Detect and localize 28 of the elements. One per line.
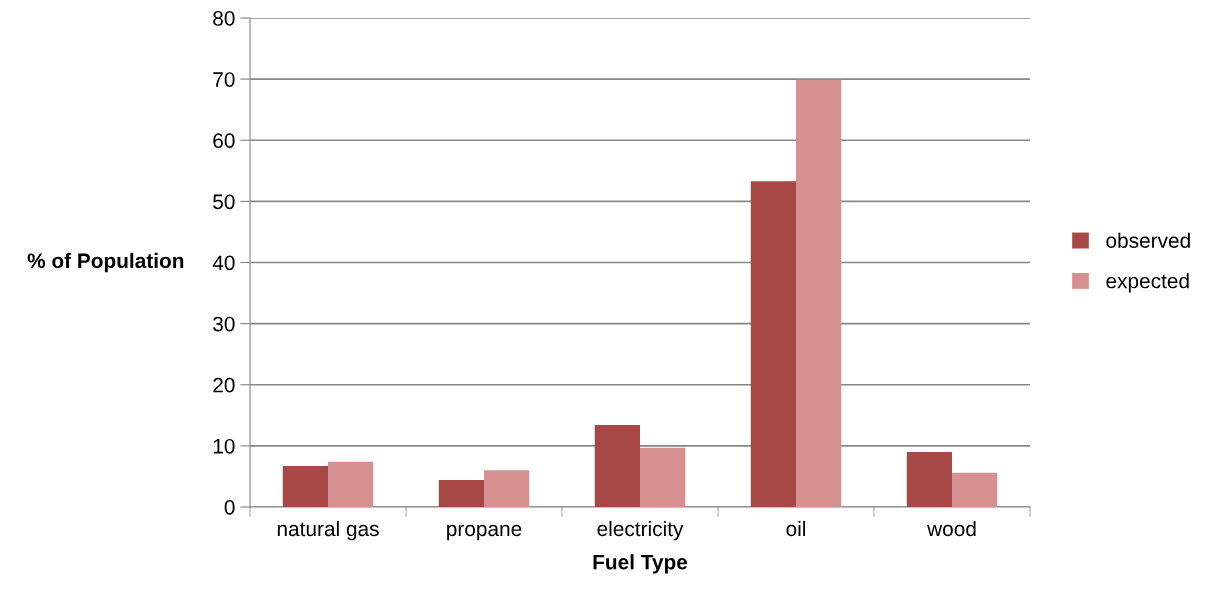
y-tick-label: 40 xyxy=(212,255,235,271)
bar xyxy=(796,79,842,507)
x-tick-label: natural gas xyxy=(277,520,379,541)
bar xyxy=(750,181,796,507)
y-tick-label: 70 xyxy=(213,72,235,87)
bar xyxy=(438,480,484,507)
bar xyxy=(282,466,328,507)
y-tick-label: 60 xyxy=(213,133,235,148)
y-tick-label: 30 xyxy=(213,316,235,332)
y-tick-label: 10 xyxy=(213,438,235,454)
y-tick-label: 20 xyxy=(213,377,235,393)
bar xyxy=(484,470,530,507)
x-tick-label: wood xyxy=(927,520,976,537)
x-axis-title: Fuel Type xyxy=(593,554,688,574)
bar xyxy=(906,451,952,507)
y-tick-label: 80 xyxy=(213,11,235,26)
legend-label: expected xyxy=(1106,273,1189,293)
x-tick-label: electricity xyxy=(597,520,684,541)
y-axis-title: % of Population xyxy=(27,252,184,273)
x-tick-label: oil xyxy=(786,520,806,537)
x-tick-label: propane xyxy=(447,524,522,541)
bar xyxy=(952,472,998,507)
bar xyxy=(594,425,640,507)
y-tick-label: 0 xyxy=(224,500,235,515)
y-tick-label: 50 xyxy=(213,194,235,210)
bar xyxy=(328,461,374,507)
legend-label: observed xyxy=(1106,232,1190,248)
bar xyxy=(640,447,686,507)
